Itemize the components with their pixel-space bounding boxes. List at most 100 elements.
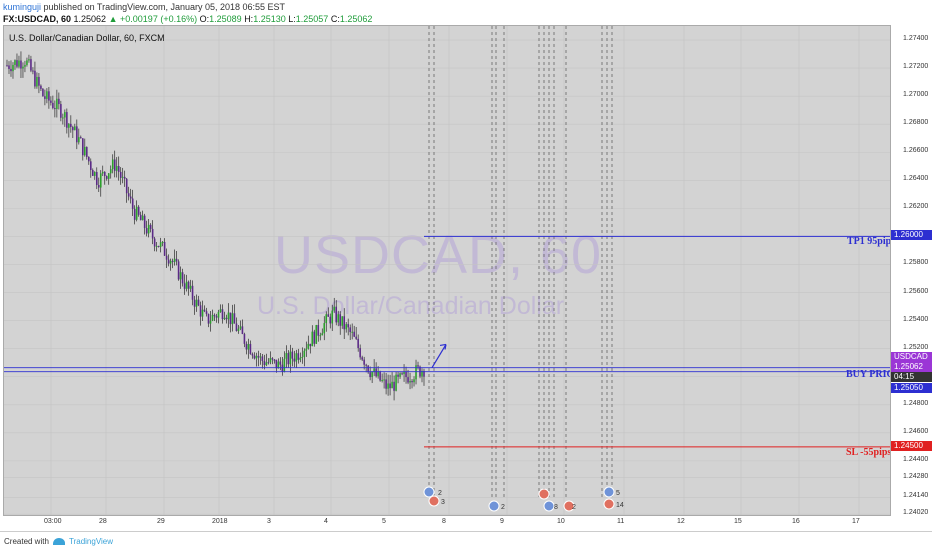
tradingview-brand[interactable]: TradingView [69,537,114,546]
candle-body [175,258,178,262]
price-tick: 1.24400 [903,455,929,463]
symbol-price-tag: USDCAD [891,352,932,363]
candle-body [225,317,228,320]
economic-event-icon [603,486,615,498]
change-arrow-icon: ▲ [108,14,118,24]
sl-annotation[interactable]: SL -55pips [846,447,891,458]
watermark-symbol: USDCAD, 60 [274,225,603,285]
candle-body [133,208,136,220]
candle-body [247,343,250,350]
candle-body [161,241,164,243]
candle-body [217,311,220,318]
time-tick: 12 [677,518,685,525]
price-tick: 1.26400 [903,175,929,183]
price-tick: 1.26600 [903,147,929,155]
candle-body [197,299,200,306]
candle-body [103,171,106,177]
candle-body [295,353,298,362]
economic-event-icon [423,486,435,498]
event-count: 8 [554,504,558,511]
candle-body [303,350,306,357]
candle-body [367,365,369,373]
candle-body [265,362,268,366]
candle-body [52,102,54,109]
tradingview-logo-icon[interactable] [52,535,66,549]
candle-body [311,331,314,347]
candle-body [88,156,90,162]
candle-body [119,171,122,178]
candle-body [10,68,12,72]
candle-body [16,60,18,67]
candle-body [76,126,78,143]
candle-body [137,206,140,215]
candle-body [165,255,168,260]
candle-body [185,281,188,289]
candle-body [381,379,383,381]
candle-body [82,138,84,156]
candle-body [245,343,248,350]
tp-annotation[interactable]: TP1 95pips [847,236,891,247]
candle-body [291,351,294,359]
candle-body [89,161,92,171]
candle-body [287,353,290,365]
time-tick: 15 [734,518,742,525]
candle-body [56,98,58,110]
trend-arrow [431,344,447,369]
candle-body [66,112,68,128]
candle-body [38,76,40,86]
low-value: 1.25057 [295,14,329,24]
economic-event-icon [488,500,500,512]
chart-pane[interactable]: USDCAD, 60 U.S. Dollar/Canadian Dollar 2… [3,25,891,516]
candle-body [32,70,34,72]
candle-body [253,355,256,359]
candle-body [363,359,365,365]
candle-body [46,91,48,99]
candle-body [105,176,108,179]
candle-body [383,379,385,381]
candle-body [249,343,252,354]
candle-body [147,224,150,234]
time-tick: 16 [792,518,800,525]
candle-body [251,353,254,356]
candle-body [335,306,338,323]
candle-body [243,333,246,344]
candle-body [64,112,66,118]
candle-body [411,380,413,383]
price-axis[interactable]: 1.27400 1.27200 1.27000 1.26800 1.26600 1.264… [891,25,932,516]
candle-body [131,198,134,209]
buy-price-tag: 1.25050 [891,382,932,393]
candle-body [121,176,124,178]
candle-body [167,259,170,264]
candlestick-plot[interactable]: 2 3 2 8 2 5 14 [4,26,891,516]
countdown-tag: 04:15 [891,372,932,383]
footer: Created with TradingView [0,531,932,551]
time-tick: 8 [442,518,446,525]
candle-body [215,316,218,318]
candle-body [317,325,320,336]
candle-body [143,215,146,229]
time-tick: 28 [99,518,107,525]
candle-body [193,299,196,307]
candle-body [191,285,194,300]
candle-body [403,372,405,375]
candle-body [421,370,423,377]
price-tick: 1.25400 [903,315,929,323]
candle-body [26,60,28,65]
time-tick: 11 [617,518,625,525]
candle-body [62,117,64,119]
candle-body [233,313,236,324]
price-tick: 1.24280 [903,472,929,480]
candle-body [157,245,160,247]
candle-body [351,331,353,333]
event-count: 14 [616,502,624,509]
candle-body [279,361,282,365]
candle-body [393,381,395,391]
candle-body [275,359,278,369]
buy-annotation[interactable]: BUY PRICE [846,369,890,380]
time-axis[interactable]: 03:00 28 29 2018 3 4 5 8 9 10 11 12 15 16 17 [3,516,891,530]
tp-price-tag: 1.26000 [891,230,932,241]
candle-body [72,127,74,131]
candle-body [20,60,22,69]
candle-body [50,100,52,103]
author-link[interactable]: kuminguji [3,2,42,12]
